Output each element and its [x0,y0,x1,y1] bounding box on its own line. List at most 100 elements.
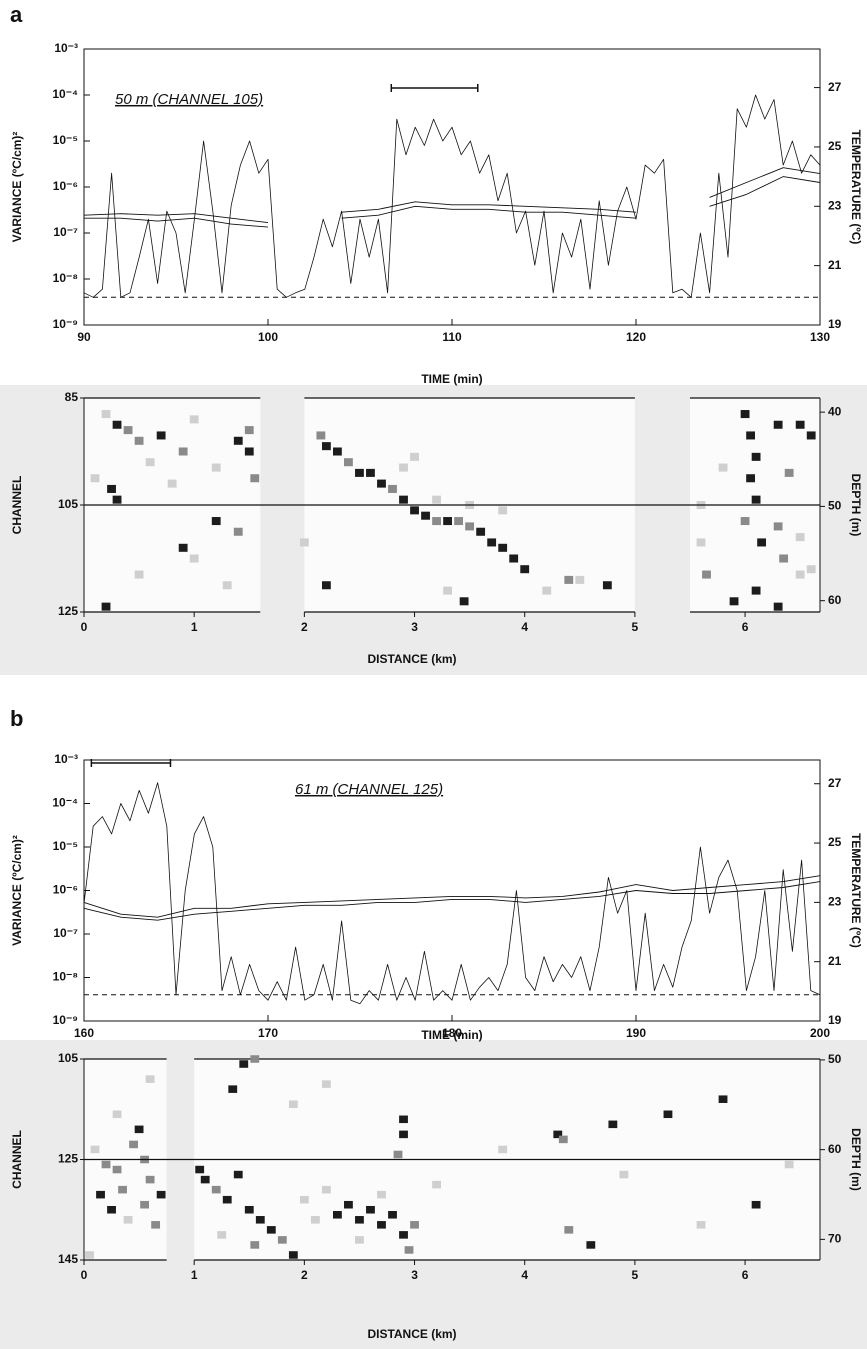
y2-tick-label: 60 [828,1142,842,1156]
cell [586,1241,596,1249]
cell [806,565,816,574]
variance-line [83,94,821,298]
cell [299,538,309,547]
y-tick-label: 10⁻⁸ [53,271,78,285]
cell [608,1120,618,1129]
y-tick-label: 10⁻⁵ [53,133,78,147]
cell [740,517,750,526]
x-tick-label: 6 [742,620,749,634]
cell [399,463,408,472]
x-tick-label: 5 [632,1268,639,1282]
scale-bar [390,84,479,92]
cell [795,533,805,542]
cell [156,431,166,440]
cell [112,420,122,429]
x-tick-label: 1 [191,1268,198,1282]
x-tick-label: 2 [301,620,308,634]
cell [388,484,397,493]
cell [140,1200,150,1209]
cell [773,522,783,531]
cell [454,517,464,526]
y2-tick-label: 25 [828,139,842,153]
cell [366,1205,375,1214]
y2-tick-label: 70 [828,1232,842,1246]
cell [498,543,508,552]
cell [746,474,755,483]
plot-frame [83,759,821,1022]
cell [321,581,331,590]
cell [757,538,767,547]
cell [195,1165,205,1174]
cell [564,575,574,584]
cell [277,1236,287,1244]
cell [134,570,144,579]
cell [773,602,783,611]
cell [129,1140,138,1149]
cell [602,581,612,590]
cell [107,484,116,493]
y-tick-label: 145 [58,1252,78,1266]
cell [134,436,144,445]
cell [509,554,519,563]
cell [134,1125,144,1134]
x-tick-label: 3 [411,620,418,634]
cell [410,452,419,461]
cell [299,1195,309,1204]
cell [355,1236,364,1244]
cell [344,1200,353,1209]
cell [321,442,331,451]
temperature-line [83,875,821,918]
cell [321,1185,331,1194]
cell [751,586,761,595]
cell [465,522,475,531]
cell [112,495,122,504]
variance-line [83,782,821,1005]
cell [784,468,794,477]
cell [399,1115,408,1124]
annotation: 50 m (CHANNEL 105) [115,91,263,108]
cell [432,517,441,526]
cell [399,1130,408,1139]
x-tick-label: 0 [81,1268,88,1282]
cell [244,426,254,435]
cell [250,474,260,483]
y-tick-label: 105 [58,497,78,511]
x-tick-label: 4 [521,1268,528,1282]
cell [421,511,430,520]
cell [233,527,243,536]
y2-tick-label: 21 [828,954,842,968]
cell [377,479,386,488]
cell [118,1185,127,1194]
cell [266,1226,276,1234]
cell [151,1221,161,1229]
cell [696,538,706,547]
cell [718,1095,728,1103]
y2-tick-label: 23 [828,198,842,212]
y2-tick-label: 23 [828,895,842,909]
cell [250,1055,260,1063]
cell [250,1241,260,1249]
cell [558,1135,568,1144]
cell [178,447,188,456]
y-tick-label: 105 [58,1051,78,1065]
cell [553,1130,563,1139]
cell [101,602,111,611]
cell [344,458,353,467]
cell [239,1060,249,1068]
cell [200,1175,210,1184]
annotation: 61 m (CHANNEL 125) [295,781,443,798]
cell [795,570,805,579]
x-tick-label: 160 [74,1026,94,1040]
y2-tick-label: 19 [828,317,842,331]
cell [288,1251,298,1259]
cell [112,1110,122,1119]
cell [310,1216,320,1224]
cell [729,597,739,606]
cell [112,1165,122,1174]
cell [288,1100,298,1108]
y2-tick-label: 40 [828,404,842,418]
cell [520,565,530,574]
cell [107,1205,116,1214]
cell [156,1190,166,1199]
